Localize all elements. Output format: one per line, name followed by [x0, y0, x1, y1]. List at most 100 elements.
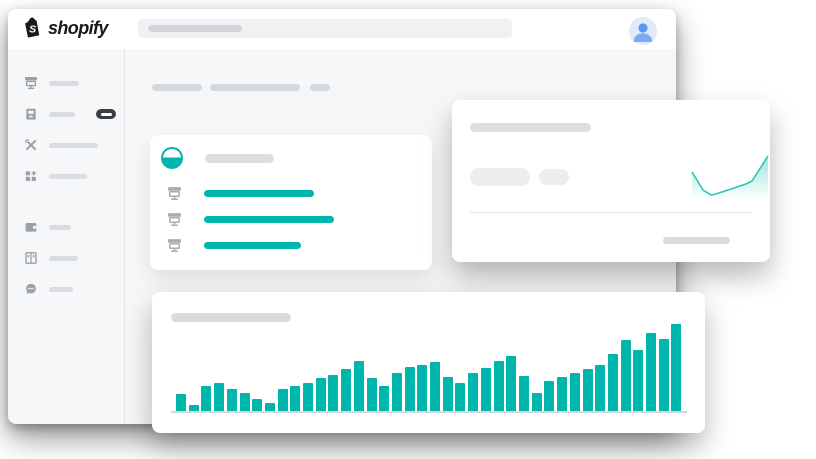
- nav-label-placeholder: [49, 173, 87, 179]
- value-bar: [204, 190, 314, 197]
- content-header-placeholder: [310, 84, 330, 91]
- user-avatar[interactable]: [629, 17, 657, 45]
- bar: [493, 361, 504, 411]
- chart-baseline: [171, 411, 687, 413]
- top-bar: S shopify: [8, 9, 676, 49]
- sidebar-item-wallet[interactable]: [24, 220, 124, 234]
- svg-text:S: S: [29, 24, 36, 36]
- storefront-icon: [168, 213, 181, 227]
- bar: [671, 324, 682, 411]
- bar: [455, 383, 466, 411]
- bar: [582, 369, 593, 411]
- bar: [188, 405, 199, 411]
- stats-card: [452, 100, 770, 262]
- user-avatar-icon: [633, 23, 653, 42]
- summary-card: [150, 135, 432, 270]
- stat-pill-placeholder: [470, 168, 530, 186]
- chat-icon: [26, 283, 36, 294]
- main-content: [126, 49, 676, 424]
- window-body: [8, 49, 676, 424]
- bar: [544, 381, 555, 411]
- bar: [214, 383, 225, 411]
- bar: [264, 403, 275, 411]
- card-divider: [470, 212, 752, 213]
- bar: [417, 365, 428, 411]
- bar: [595, 365, 606, 411]
- bar: [607, 354, 618, 411]
- search-input[interactable]: [138, 19, 512, 38]
- bar: [633, 350, 644, 411]
- bar: [252, 399, 263, 411]
- bar: [353, 361, 364, 411]
- bar: [176, 394, 186, 411]
- bar: [480, 368, 491, 411]
- bar: [404, 367, 415, 411]
- sidebar-item-apps[interactable]: [24, 169, 124, 183]
- sidebar-item-catalog[interactable]: [24, 251, 124, 265]
- nav-label-placeholder: [49, 255, 78, 261]
- sparkline-area: [692, 156, 768, 200]
- sparkline-chart: [691, 155, 769, 200]
- sidebar-item-storefront[interactable]: [24, 76, 124, 90]
- storefront-icon: [168, 239, 181, 253]
- sidebar-item-orders[interactable]: [24, 107, 124, 121]
- bar: [328, 375, 339, 411]
- nav-label-placeholder: [49, 286, 73, 292]
- shopify-logo[interactable]: S shopify: [22, 17, 108, 40]
- wallet-icon: [25, 223, 37, 232]
- bar: [531, 393, 542, 411]
- tools-icon: [25, 139, 37, 151]
- bar: [290, 386, 301, 411]
- bar: [646, 333, 657, 411]
- bar: [430, 362, 441, 411]
- bar: [379, 386, 390, 411]
- nav-label-placeholder: [49, 111, 75, 117]
- bar: [442, 377, 453, 411]
- orders-count-badge: [96, 109, 116, 119]
- card-footer-placeholder: [663, 237, 730, 244]
- shopify-bag-icon: S: [25, 17, 40, 38]
- bar: [468, 373, 479, 411]
- sidebar: [8, 49, 125, 424]
- bar: [226, 389, 237, 411]
- card-title-placeholder: [205, 154, 274, 163]
- storefront-icon: [168, 187, 181, 201]
- bar: [303, 383, 314, 411]
- bar: [366, 378, 377, 411]
- bar: [518, 376, 529, 411]
- brand-wordmark: shopify: [48, 18, 108, 38]
- nav-label-placeholder: [49, 224, 71, 230]
- half-filled-circle-icon: [161, 147, 183, 169]
- badge-value-placeholder: [100, 112, 112, 116]
- bar: [239, 393, 250, 411]
- card-title-placeholder: [470, 123, 591, 132]
- bar: [201, 386, 212, 411]
- bar: [277, 389, 288, 411]
- search-placeholder-bar: [148, 25, 242, 32]
- content-header-placeholder: [210, 84, 300, 91]
- content-header-placeholder: [152, 84, 202, 91]
- sparkline-line: [691, 155, 769, 196]
- bar: [315, 378, 326, 411]
- orders-icon: [26, 108, 36, 120]
- sidebar-item-chat[interactable]: [24, 282, 124, 296]
- value-bar: [204, 216, 334, 223]
- bar: [569, 373, 580, 411]
- nav-label-placeholder: [49, 142, 98, 148]
- sidebar-item-tools[interactable]: [24, 138, 124, 152]
- bar-chart-card: [152, 292, 705, 433]
- bar: [506, 356, 517, 411]
- bar: [341, 369, 352, 411]
- summary-row: [167, 186, 314, 201]
- bar: [620, 340, 631, 411]
- stat-pill-placeholder: [539, 169, 569, 185]
- bar: [658, 339, 669, 411]
- summary-row: [167, 212, 334, 227]
- card-title-placeholder: [171, 313, 291, 322]
- bar: [391, 373, 402, 411]
- summary-row: [167, 238, 301, 253]
- storefront-icon: [25, 77, 37, 90]
- bar: [557, 377, 568, 411]
- bar-chart: [176, 324, 682, 411]
